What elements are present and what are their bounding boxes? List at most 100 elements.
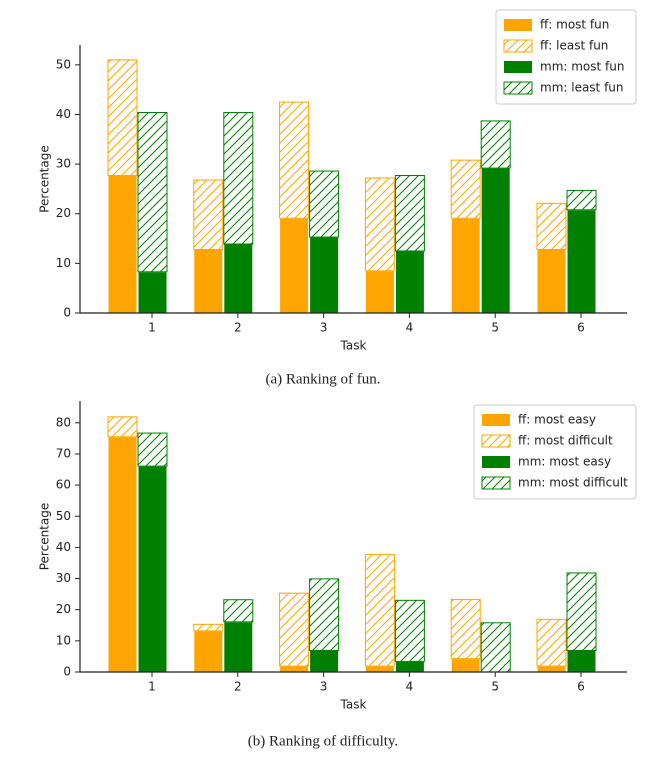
bar-segment	[394, 599, 425, 662]
legend-label: mm: most easy	[518, 455, 611, 469]
bar-segment	[137, 271, 168, 314]
bar-segment	[107, 436, 138, 673]
y-tick-label: 50	[56, 509, 71, 523]
x-axis-label: Task	[340, 698, 367, 712]
x-tick-label: 3	[320, 321, 328, 335]
y-tick-label: 30	[56, 571, 71, 585]
y-tick-label: 30	[56, 157, 71, 171]
bar-segment	[279, 101, 310, 219]
bar-segment	[480, 167, 511, 314]
y-tick-label: 0	[63, 306, 71, 320]
bar-segment	[223, 111, 254, 245]
y-axis-label: Percentage	[38, 145, 52, 213]
bar-segment	[279, 217, 310, 314]
x-tick-label: 4	[406, 321, 414, 335]
legend-swatch	[482, 414, 510, 426]
bar-segment	[223, 621, 254, 673]
bar-segment	[364, 554, 395, 667]
x-tick-label: 3	[320, 680, 328, 694]
y-tick-label: 70	[56, 446, 71, 460]
legend-box	[495, 9, 637, 105]
y-tick-label: 80	[56, 415, 71, 429]
bar-segment	[450, 217, 481, 314]
bar-segment	[309, 236, 340, 314]
legend-label: ff: least fun	[540, 39, 608, 53]
y-tick-label: 10	[56, 256, 71, 270]
y-tick-label: 40	[56, 540, 71, 554]
x-tick-label: 6	[577, 680, 585, 694]
y-tick-label: 20	[56, 206, 71, 220]
bar-segment	[450, 658, 481, 673]
x-tick-label: 4	[406, 680, 414, 694]
bar-segment	[107, 59, 138, 177]
bar-segment	[193, 248, 224, 314]
bar-segment	[536, 248, 567, 314]
legend-swatch	[504, 61, 532, 73]
x-tick-label: 1	[148, 321, 156, 335]
legend-label: ff: most fun	[540, 18, 609, 32]
bar-segment	[137, 432, 168, 467]
y-tick-label: 60	[56, 478, 71, 492]
legend-swatch	[503, 81, 533, 95]
bar-segment	[450, 159, 481, 219]
bar-segment	[309, 170, 340, 238]
y-axis-label: Percentage	[38, 503, 52, 571]
bar-segment	[364, 177, 395, 272]
legend-label: mm: most fun	[540, 60, 624, 74]
bar-segment	[450, 598, 481, 660]
y-tick-label: 0	[63, 665, 71, 679]
y-tick-label: 10	[56, 633, 71, 647]
bar-segment	[309, 578, 340, 652]
bar-segment	[193, 623, 224, 632]
legend-swatch	[482, 456, 510, 468]
legend-label: mm: least fun	[540, 81, 624, 95]
bar-segment	[279, 592, 310, 667]
caption: (a) Ranking of fun.	[266, 371, 381, 387]
bar-segment	[394, 660, 425, 673]
x-tick-label: 5	[491, 680, 499, 694]
x-axis-label: Task	[340, 339, 367, 353]
legend-label: ff: most easy	[518, 413, 596, 427]
x-tick-label: 1	[148, 680, 156, 694]
bar-segment	[566, 189, 597, 211]
legend-label: mm: most difficult	[518, 476, 628, 490]
bar-segment	[536, 618, 567, 667]
x-tick-label: 2	[234, 321, 242, 335]
bar-segment	[223, 243, 254, 314]
bar-segment	[137, 111, 168, 273]
bar-segment	[480, 120, 511, 169]
bar-segment	[566, 209, 597, 314]
bar-segment	[364, 270, 395, 314]
y-tick-label: 40	[56, 107, 71, 121]
legend-swatch	[481, 434, 511, 448]
bar-segment	[536, 202, 567, 250]
y-tick-label: 20	[56, 602, 71, 616]
bar-segment	[279, 665, 310, 673]
bar-segment	[364, 665, 395, 673]
bar-segment	[394, 250, 425, 314]
bar-segment	[107, 416, 138, 438]
bar-segment	[566, 650, 597, 673]
bar-segment	[480, 622, 511, 673]
bar-segment	[137, 465, 168, 673]
bar-segment	[566, 572, 597, 652]
legend-swatch	[481, 476, 511, 490]
legend-swatch	[504, 19, 532, 31]
bar-segment	[536, 665, 567, 673]
bar-segment	[193, 630, 224, 673]
legend-swatch	[503, 39, 533, 53]
bar-segment	[394, 175, 425, 252]
bar-segment	[223, 599, 254, 623]
x-tick-label: 5	[491, 321, 499, 335]
caption: (b) Ranking of difficulty.	[248, 733, 398, 749]
legend-label: ff: most difficult	[518, 434, 613, 448]
bar-segment	[107, 175, 138, 314]
bar-segment	[309, 650, 340, 673]
bar-segment	[193, 179, 224, 250]
y-tick-label: 50	[56, 57, 71, 71]
legend-box	[473, 404, 637, 500]
x-tick-label: 2	[234, 680, 242, 694]
x-tick-label: 6	[577, 321, 585, 335]
